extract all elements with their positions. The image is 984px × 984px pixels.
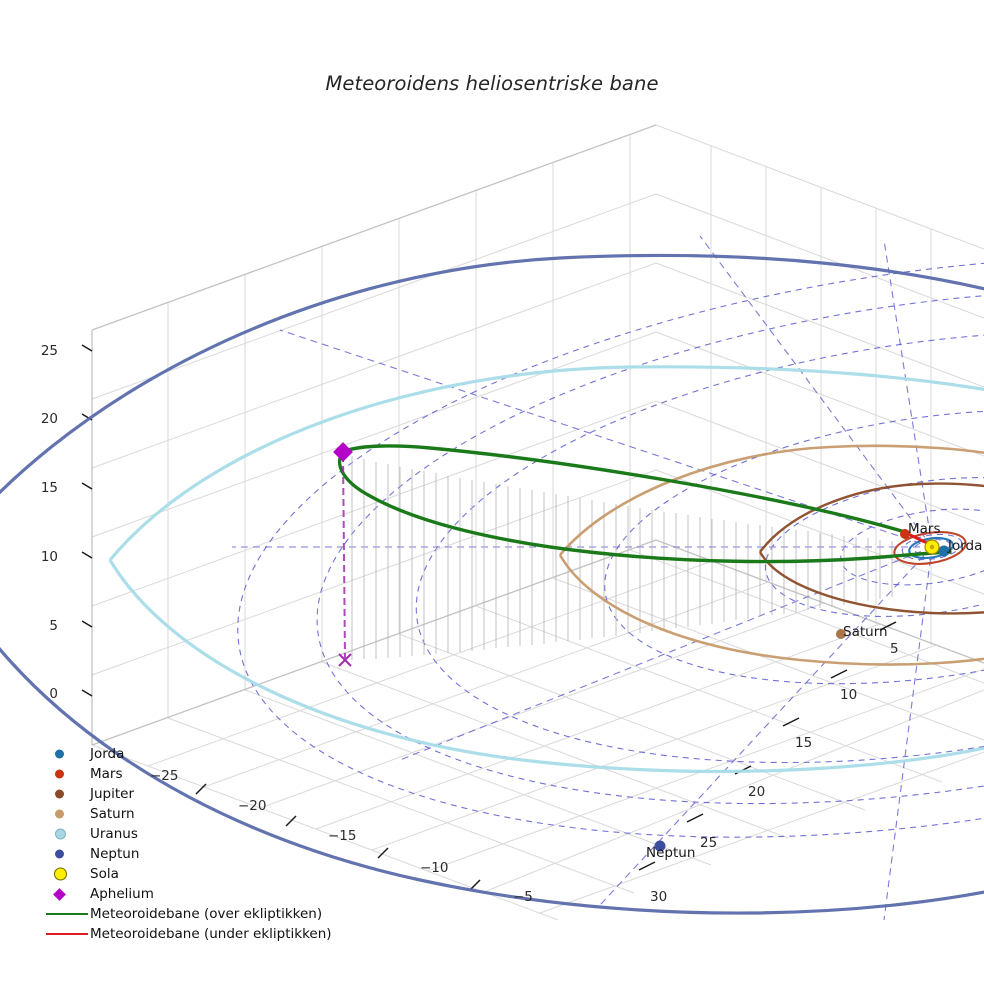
legend-label-aphelium: Aphelium <box>90 886 154 902</box>
marker-neptun <box>654 840 666 852</box>
orbit-jorda <box>908 536 954 560</box>
body-label-mars: Mars <box>908 521 941 537</box>
legend-item-uranus: Uranus <box>44 824 344 844</box>
body-label-jorda: Jorda <box>948 538 983 554</box>
legend-label-jupiter: Jupiter <box>90 786 135 802</box>
aphelion-marker <box>333 442 353 462</box>
x-tick-label-m25: −25 <box>150 768 179 784</box>
legend-label-saturn: Saturn <box>90 806 135 822</box>
legend-marker-neptun <box>44 844 90 864</box>
legend-item-saturn: Saturn <box>44 804 344 824</box>
y-tick-label-20: 20 <box>748 784 766 800</box>
legend-item-mars: Mars <box>44 764 344 784</box>
legend-line-meteoroid-above <box>44 904 90 924</box>
orbit-uranus-lower <box>108 559 984 773</box>
legend-marker-saturn <box>44 804 90 824</box>
legend-item-aphelium: Aphelium <box>44 884 344 904</box>
x-tick-label-m20: −20 <box>238 798 267 814</box>
legend-label-uranus: Uranus <box>90 826 138 842</box>
axis-spines <box>91 124 984 746</box>
x-tick-label-m10: −10 <box>420 860 449 876</box>
z-tick-label-5: 5 <box>49 618 58 634</box>
y-tick-label-25: 25 <box>700 835 718 851</box>
meteoroid-orbit-above-ecliptic-outbound <box>341 444 907 534</box>
legend-label-jorda: Jorda <box>90 746 125 762</box>
legend-item-meteoroid-below: Meteoroidebane (under ekliptikken) <box>44 924 344 944</box>
y-tick-label-30: 30 <box>650 889 668 905</box>
legend-marker-jupiter <box>44 784 90 804</box>
z-tick-label-15: 15 <box>40 480 58 496</box>
marker-sola <box>924 539 940 555</box>
z-tick-label-0: 0 <box>49 686 58 702</box>
pane-gridlines <box>91 124 984 920</box>
legend-item-jorda: Jorda <box>44 744 344 764</box>
legend-marker-sola <box>44 864 90 884</box>
orbit-saturn-lower <box>558 554 984 666</box>
orbit-neptun-lower <box>0 646 984 915</box>
body-label-saturn: Saturn <box>843 624 888 640</box>
marker-jorda <box>938 545 950 557</box>
z-tick-label-25: 25 <box>40 343 58 359</box>
marker-saturn <box>836 629 846 639</box>
z-tick-label-20: 20 <box>40 411 58 427</box>
legend-label-neptun: Neptun <box>90 846 140 862</box>
orbit-ground-projections <box>237 256 984 838</box>
y-tick-label-10: 10 <box>840 687 858 703</box>
meteoroid-orbit-above-ecliptic-inbound <box>338 450 952 564</box>
aphelion-dropline <box>342 454 346 659</box>
x-tick-label-m15: −15 <box>328 828 357 844</box>
legend-label-mars: Mars <box>90 766 123 782</box>
legend-marker-jorda <box>44 744 90 764</box>
y-tick-label-15: 15 <box>795 735 813 751</box>
orbit-uranus <box>108 365 984 562</box>
legend: Jorda Mars Jupiter Saturn Uranus <box>44 744 344 944</box>
body-label-neptun: Neptun <box>646 845 696 861</box>
legend-marker-mars <box>44 764 90 784</box>
legend-marker-aphelium <box>44 884 90 904</box>
legend-label-meteoroid-below: Meteoroidebane (under ekliptikken) <box>90 926 332 942</box>
aphelion-ground-cross-icon <box>338 653 352 667</box>
orbit-mars <box>893 531 967 565</box>
orbit-stem-lines <box>351 456 893 660</box>
legend-line-meteoroid-below <box>44 924 90 944</box>
legend-item-meteoroid-above: Meteoroidebane (over ekliptikken) <box>44 904 344 924</box>
orbit-saturn <box>559 444 984 556</box>
orbit-jupiter <box>759 482 984 553</box>
x-tick-label-m5: −5 <box>513 889 533 905</box>
legend-label-meteoroid-above: Meteoroidebane (over ekliptikken) <box>90 906 323 922</box>
page-title: Meteoroidens heliosentriske bane <box>325 72 659 95</box>
legend-marker-uranus <box>44 824 90 844</box>
z-tick-label-10: 10 <box>40 549 58 565</box>
legend-item-sola: Sola <box>44 864 344 884</box>
legend-item-jupiter: Jupiter <box>44 784 344 804</box>
orbit-neptun <box>0 253 984 495</box>
legend-label-sola: Sola <box>90 866 119 882</box>
marker-mars <box>900 529 910 539</box>
legend-item-neptun: Neptun <box>44 844 344 864</box>
y-tick-label-5: 5 <box>890 641 899 657</box>
orbit-jupiter-lower <box>758 551 984 615</box>
